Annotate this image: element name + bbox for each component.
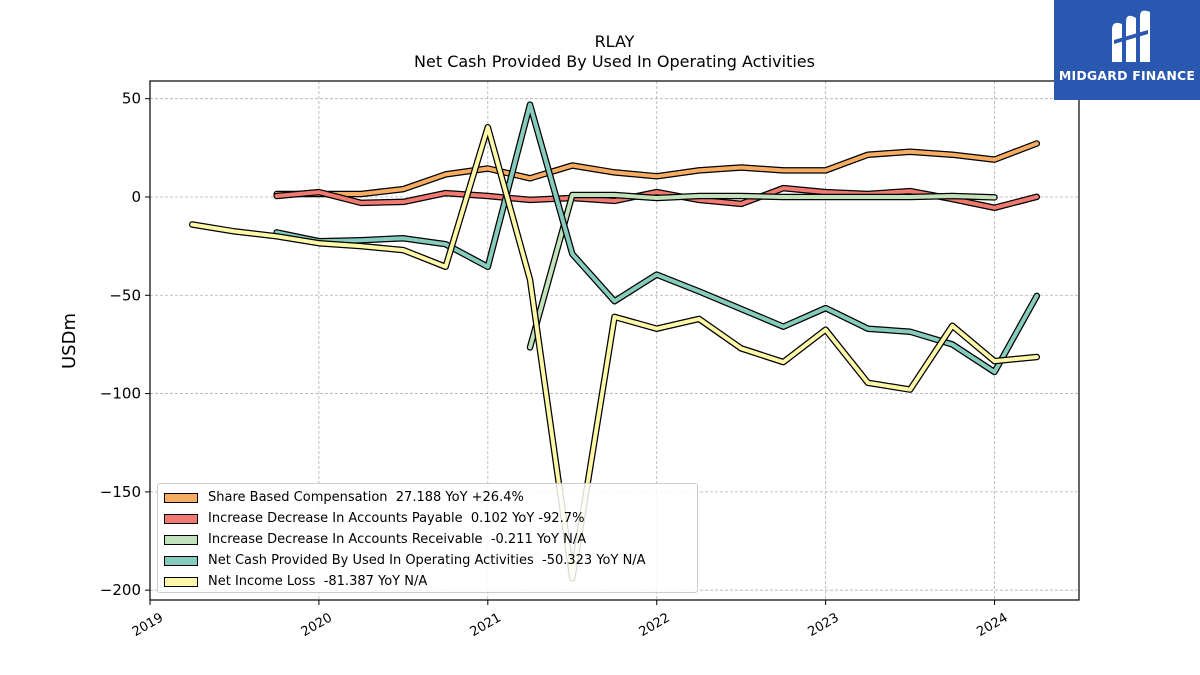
chart-legend: Share Based Compensation 27.188 YoY +26.…	[157, 483, 698, 593]
x-tick-label: 2020	[299, 610, 335, 640]
y-tick-label: −100	[100, 385, 141, 403]
x-tick-label: 2019	[130, 610, 166, 640]
legend-swatch	[164, 492, 198, 503]
legend-swatch	[164, 555, 198, 566]
y-tick-label: −150	[100, 483, 141, 501]
series-line	[274, 186, 1039, 210]
legend-label: Increase Decrease In Accounts Receivable…	[208, 532, 587, 547]
y-tick-label: −200	[100, 581, 141, 599]
y-tick-label: 0	[131, 188, 141, 206]
series-line	[274, 102, 1039, 374]
series-line	[190, 125, 1039, 581]
series-line	[528, 193, 997, 350]
series-increase-decrease-in-accounts-payable	[273, 184, 1041, 212]
legend-item: Increase Decrease In Accounts Receivable…	[164, 529, 691, 550]
legend-label: Increase Decrease In Accounts Payable 0.…	[208, 511, 585, 526]
chart-subtitle: Net Cash Provided By Used In Operating A…	[414, 52, 815, 71]
legend-swatch	[164, 534, 198, 545]
y-tick-label: 50	[122, 90, 141, 108]
legend-label: Net Cash Provided By Used In Operating A…	[208, 553, 646, 568]
legend-item: Net Cash Provided By Used In Operating A…	[164, 550, 691, 571]
brand-logo-text: MIDGARD FINANCE	[1058, 68, 1196, 83]
y-axis-label: USDm	[59, 313, 80, 369]
series-line	[274, 141, 1039, 196]
series-lines	[188, 101, 1041, 582]
x-tick-label: 2022	[637, 610, 673, 640]
legend-item: Share Based Compensation 27.188 YoY +26.…	[164, 487, 691, 508]
plot-frame	[149, 80, 1080, 601]
legend-item: Increase Decrease In Accounts Payable 0.…	[164, 508, 691, 529]
series-share-based-compensation	[273, 140, 1041, 198]
series-net-cash-provided-by-used-in-operating-activities	[273, 101, 1041, 376]
x-tick-label: 2024	[974, 610, 1010, 640]
legend-label: Net Income Loss -81.387 YoY N/A	[208, 574, 428, 589]
chart-title: RLAY	[595, 32, 635, 51]
x-tick-label: 2023	[805, 610, 841, 640]
series-net-income-loss	[188, 123, 1041, 582]
series-increase-decrease-in-accounts-receivable	[526, 191, 998, 351]
legend-label: Share Based Compensation 27.188 YoY +26.…	[208, 490, 524, 505]
x-tick-label: 2021	[468, 610, 504, 640]
midgard-logo-icon	[1112, 10, 1150, 63]
legend-swatch	[164, 576, 198, 587]
legend-swatch	[164, 513, 198, 524]
legend-item: Net Income Loss -81.387 YoY N/A	[164, 571, 691, 592]
series-outline	[526, 191, 998, 351]
brand-logo: MIDGARD FINANCE	[1054, 0, 1200, 100]
y-tick-label: −50	[109, 286, 141, 304]
